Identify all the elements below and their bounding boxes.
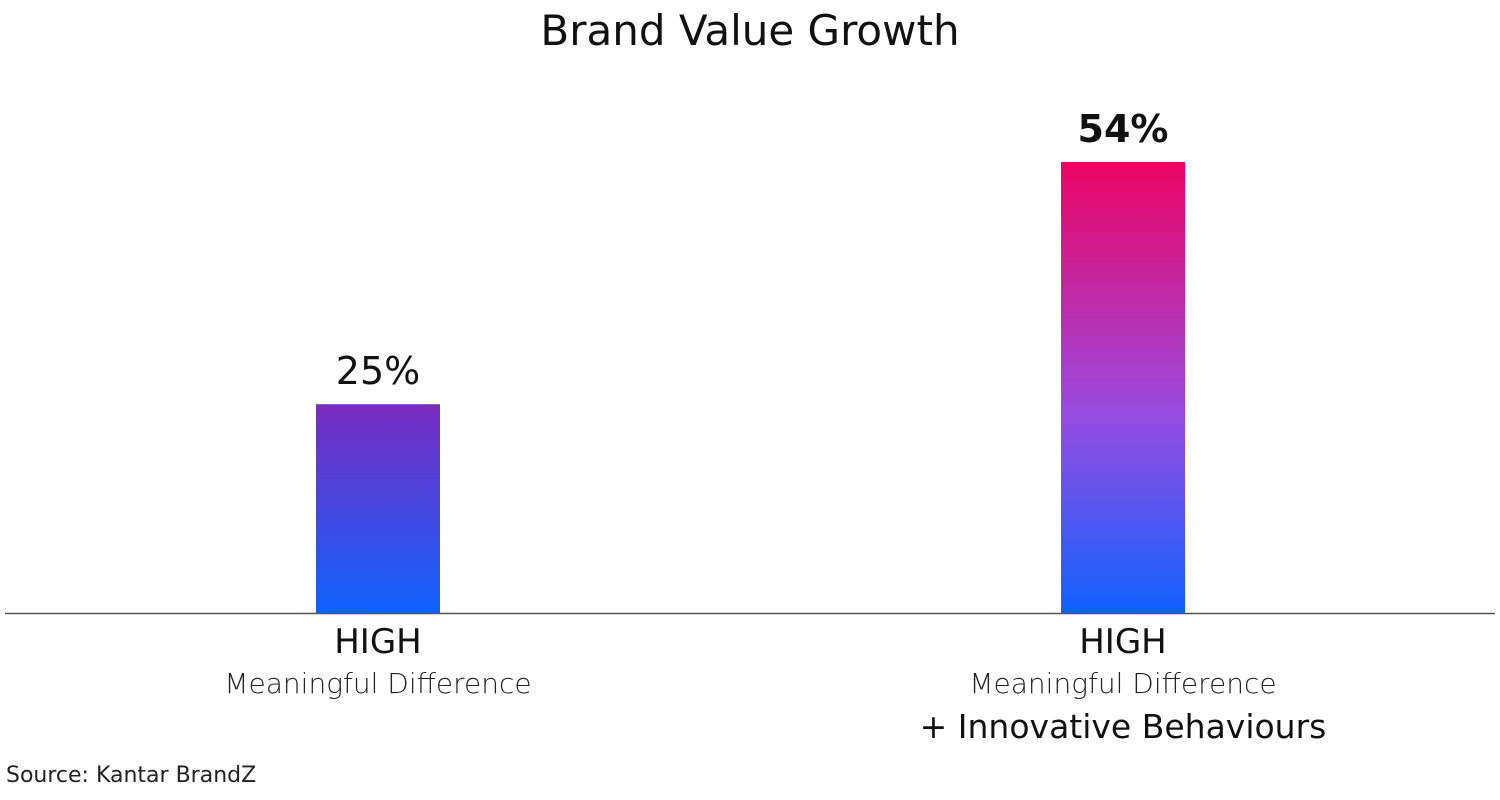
category-main-label-1: HIGH — [334, 622, 422, 662]
category-extra-label-2: + Innovative Behaviours — [919, 707, 1327, 746]
data-label-2: 54% — [1078, 107, 1169, 151]
chart-title: Brand Value Growth — [540, 6, 960, 55]
data-label-1: 25% — [336, 349, 420, 393]
category-sub-label-1: Meaningful Difference — [224, 667, 532, 700]
source-note: Source: Kantar BrandZ — [6, 763, 257, 788]
bar-1 — [316, 404, 440, 613]
bar-2 — [1061, 162, 1185, 613]
category-main-label-2: HIGH — [1079, 622, 1167, 662]
category-sub-label-2: Meaningful Difference — [969, 667, 1277, 700]
